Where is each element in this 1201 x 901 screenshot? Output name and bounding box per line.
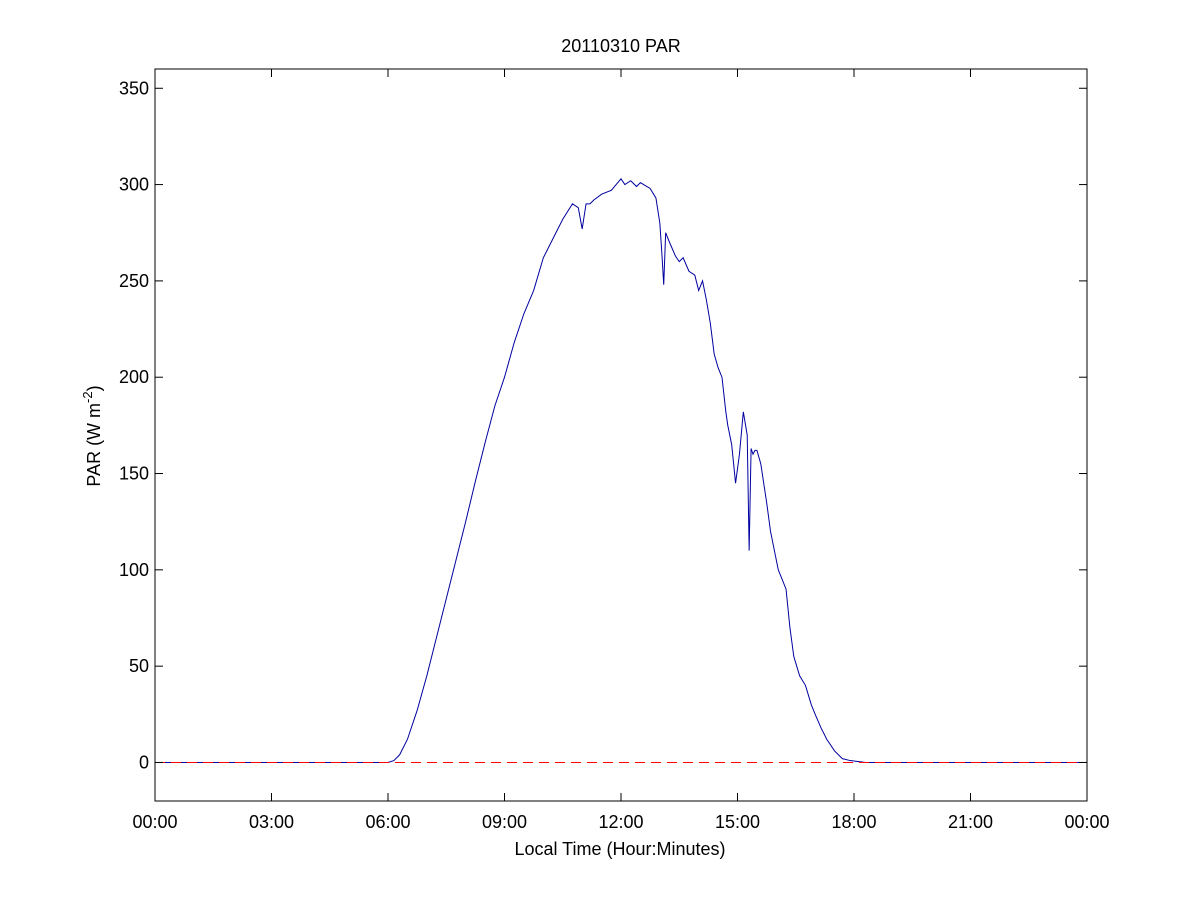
- y-tick-label: 50: [129, 656, 149, 676]
- plot-area-frame: [154, 68, 1088, 802]
- x-tick-label: 15:00: [715, 812, 760, 832]
- y-tick-label: 250: [119, 271, 149, 291]
- tick-layer: 00:00 03:00 06:00 09:00 12:00 15:00 18:00 21:00…: [119, 69, 1110, 832]
- y-axis-label-main: PAR (W m: [84, 403, 104, 487]
- par-series-line: [155, 177, 1087, 763]
- x-tick-label: 00:00: [132, 812, 177, 832]
- y-tick-label: 100: [119, 560, 149, 580]
- chart-title: 20110310 PAR: [561, 36, 680, 56]
- x-axis-label: Local Time (Hour:Minutes): [514, 839, 725, 859]
- x-tick-label: 18:00: [831, 812, 876, 832]
- x-tick-label: 09:00: [482, 812, 527, 832]
- y-tick-label: 350: [119, 78, 149, 98]
- x-tick-label: 03:00: [249, 812, 294, 832]
- y-tick-label: 150: [119, 464, 149, 484]
- x-tick-label: 12:00: [598, 812, 643, 832]
- series-layer: [155, 177, 1087, 763]
- y-axis-label: PAR (W m-2): [80, 385, 104, 486]
- y-tick-label: 300: [119, 175, 149, 195]
- x-tick-label: 21:00: [948, 812, 993, 832]
- y-axis-label-close: ): [84, 385, 104, 391]
- x-tick-label: 00:00: [1064, 812, 1109, 832]
- y-tick-label: 200: [119, 367, 149, 387]
- y-axis-label-superscript: -2: [80, 391, 95, 403]
- x-tick-label: 06:00: [365, 812, 410, 832]
- y-tick-label: 0: [139, 752, 149, 772]
